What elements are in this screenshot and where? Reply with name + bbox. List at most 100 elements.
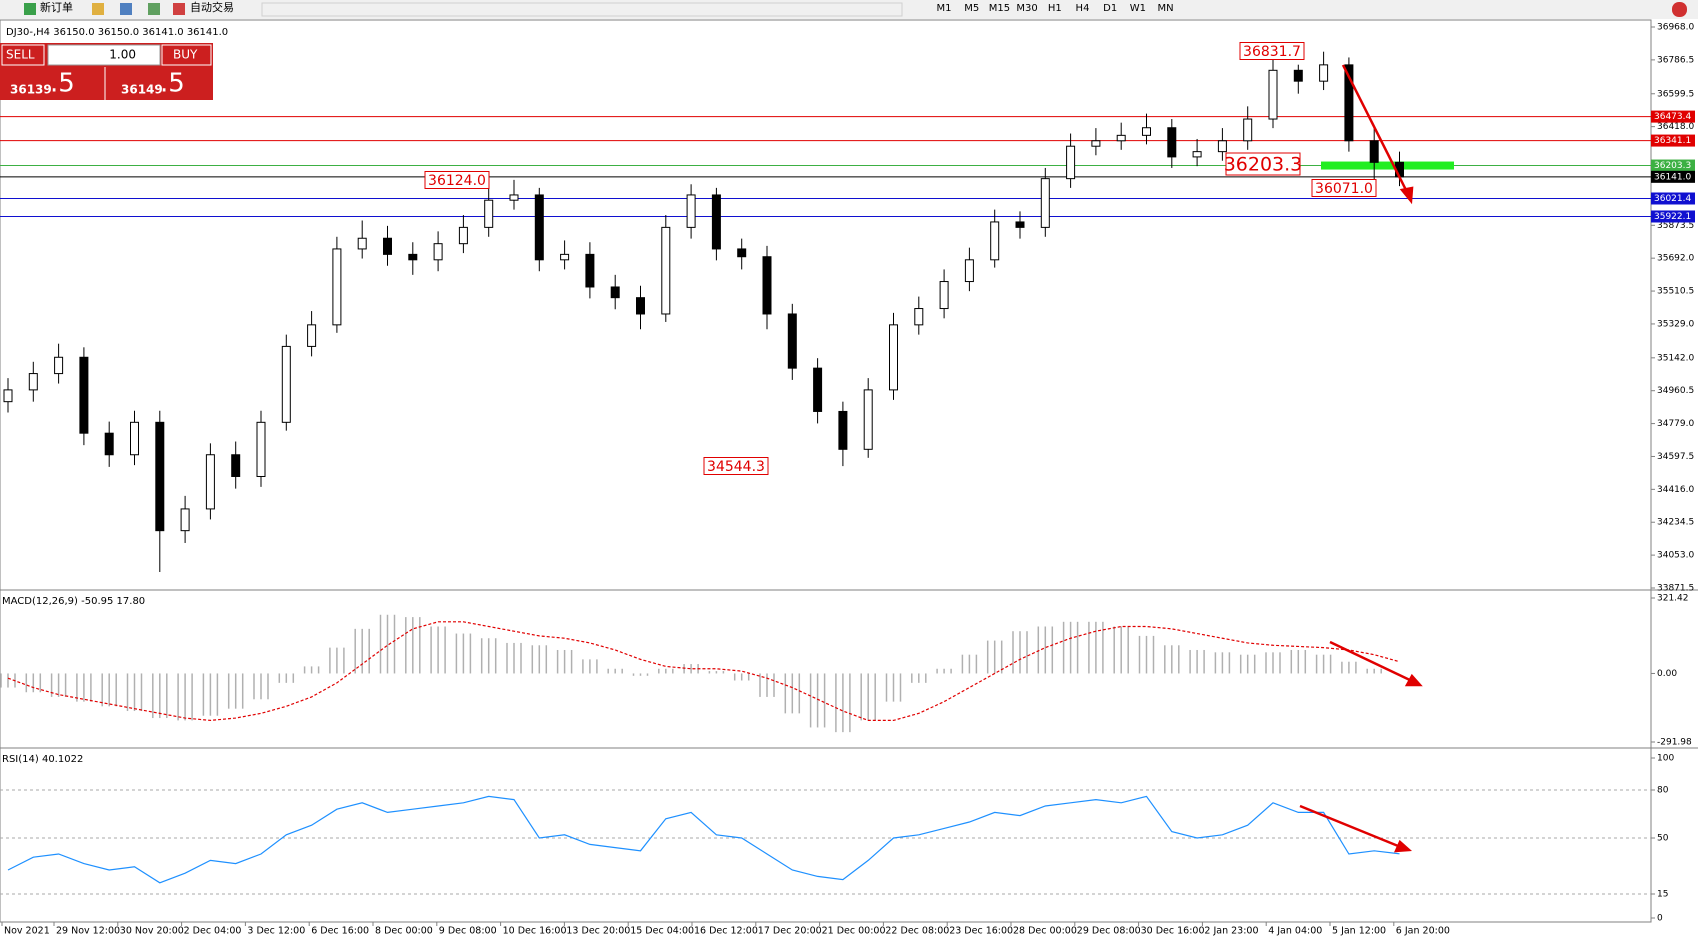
- price-level-tag: [1651, 110, 1695, 123]
- candle-body: [1319, 64, 1329, 82]
- candle-body: [1369, 140, 1379, 163]
- price-annotation: 36203.3: [1224, 154, 1303, 176]
- y-tick-label: 36786.5: [1657, 55, 1694, 65]
- sell-label[interactable]: SELL: [6, 48, 35, 62]
- toolbar-bg: [0, 0, 1698, 19]
- arrow: [1299, 804, 1404, 850]
- candle-body: [433, 243, 443, 261]
- y-tick-label: 33871.5: [1657, 584, 1694, 594]
- auto-trading-button[interactable]: 自动交易: [190, 0, 234, 14]
- alert-badge[interactable]: [1672, 2, 1687, 17]
- x-tick-label: 30 Dec 16:00: [1141, 926, 1205, 937]
- price-level-tag: [1651, 192, 1695, 205]
- chart-frame: [0, 19, 1652, 923]
- timeframe-button[interactable]: MN: [1158, 3, 1174, 14]
- buy-label[interactable]: BUY: [173, 48, 198, 62]
- x-tick-label: 6 Dec 16:00: [311, 926, 369, 937]
- y-tick-label: 34779.0: [1657, 419, 1694, 429]
- price-annotation-box: [424, 171, 490, 189]
- x-tick-label: 17 Dec 20:00: [758, 926, 822, 937]
- toolbar-tools: [261, 2, 903, 17]
- timeframe-button[interactable]: H4: [1076, 3, 1090, 14]
- lot-value[interactable]: 1.00: [109, 48, 136, 62]
- x-tick-label: 21 Dec 00:00: [822, 926, 886, 937]
- y-tick-label: 0.00: [1657, 669, 1677, 679]
- buy-price-frac[interactable]: .5: [160, 69, 185, 99]
- candle-body: [534, 194, 544, 261]
- candle-body: [3, 389, 13, 403]
- sell-price[interactable]: 36139: [10, 83, 52, 97]
- price-level-label: 36473.4: [1654, 112, 1691, 122]
- new-order-button[interactable]: 新订单: [40, 0, 73, 14]
- tool-icon[interactable]: [120, 3, 132, 15]
- rsi-title: RSI(14) 40.1022: [2, 754, 83, 765]
- x-tick-label: 30 Nov 20:00: [120, 926, 184, 937]
- y-tick-label: -291.98: [1657, 738, 1692, 748]
- candle-body: [408, 253, 418, 261]
- candle-body: [1091, 140, 1101, 147]
- x-tick-label: 5 Jan 12:00: [1332, 926, 1386, 937]
- buy-price[interactable]: 36149: [121, 83, 163, 97]
- candle-body: [737, 248, 747, 258]
- new-order-icon[interactable]: [24, 3, 36, 15]
- x-tick-label: 23 Dec 16:00: [949, 926, 1013, 937]
- candle-body: [54, 356, 64, 375]
- candle-body: [787, 313, 797, 369]
- candle-body: [863, 389, 873, 450]
- arrow: [1341, 64, 1411, 197]
- y-tick-label: 35142.0: [1657, 353, 1694, 363]
- candle-body: [610, 286, 620, 299]
- candle-body: [661, 226, 671, 315]
- candle-body: [686, 194, 696, 228]
- candle-body: [762, 256, 772, 315]
- timeframe-button[interactable]: M1: [937, 3, 952, 14]
- candle-body: [383, 237, 392, 255]
- candle-body: [1268, 69, 1278, 120]
- x-tick-label: 13 Dec 20:00: [566, 926, 630, 937]
- arrow-head: [1399, 186, 1414, 205]
- timeframe-button[interactable]: M5: [964, 3, 979, 14]
- y-tick-label: 36968.0: [1657, 23, 1694, 33]
- x-tick-label: 29 Dec 08:00: [1077, 926, 1141, 937]
- candle-body: [332, 248, 342, 326]
- candle-body: [838, 410, 848, 450]
- candle-body: [104, 432, 114, 456]
- y-tick-label: 100: [1657, 754, 1674, 764]
- timeframe-button[interactable]: W1: [1130, 3, 1146, 14]
- y-tick-label: 50: [1657, 834, 1669, 844]
- lot-input[interactable]: [47, 44, 161, 66]
- candle-body: [813, 367, 823, 412]
- auto-trading-icon[interactable]: [173, 3, 185, 15]
- candle-body: [560, 253, 570, 261]
- sell-button[interactable]: [1, 44, 45, 66]
- candle-body: [585, 253, 595, 288]
- timeframe-button[interactable]: H1: [1048, 3, 1062, 14]
- y-tick-label: 34597.5: [1657, 452, 1694, 462]
- price-annotation: 36831.7: [1243, 44, 1301, 60]
- arrow-head: [1404, 673, 1423, 687]
- price-level-label: 36021.4: [1654, 194, 1691, 204]
- y-tick-label: 321.42: [1657, 594, 1689, 604]
- candle-body: [1344, 64, 1354, 142]
- timeframe-button[interactable]: D1: [1103, 3, 1117, 14]
- x-tick-label: 3 Dec 12:00: [247, 926, 305, 937]
- candle-body: [1015, 221, 1025, 228]
- candle-body: [256, 421, 266, 477]
- tool-icon[interactable]: [148, 3, 160, 15]
- y-tick-label: 34053.0: [1657, 551, 1694, 561]
- analysis-arrows: [1299, 64, 1423, 853]
- x-tick-label: 29 Nov 12:00: [56, 926, 120, 937]
- candle-body: [711, 194, 721, 250]
- timeframe-button[interactable]: M30: [1016, 3, 1037, 14]
- plot-layer: 36968.0 36786.5 36599.5 36418.0 35873.5 35692…: [0, 23, 1695, 937]
- timeframe-button[interactable]: M15: [989, 3, 1010, 14]
- candle-body: [636, 297, 645, 315]
- sell-price-frac[interactable]: .5: [50, 69, 75, 99]
- price-annotation: 36071.0: [1315, 181, 1373, 197]
- candle-body: [939, 281, 949, 310]
- tool-icon[interactable]: [92, 3, 104, 15]
- buy-button[interactable]: [161, 44, 212, 66]
- price-annotation: 34544.3: [707, 459, 765, 475]
- price-annotation-box: [1225, 152, 1301, 176]
- price-annotation-box: [703, 457, 769, 475]
